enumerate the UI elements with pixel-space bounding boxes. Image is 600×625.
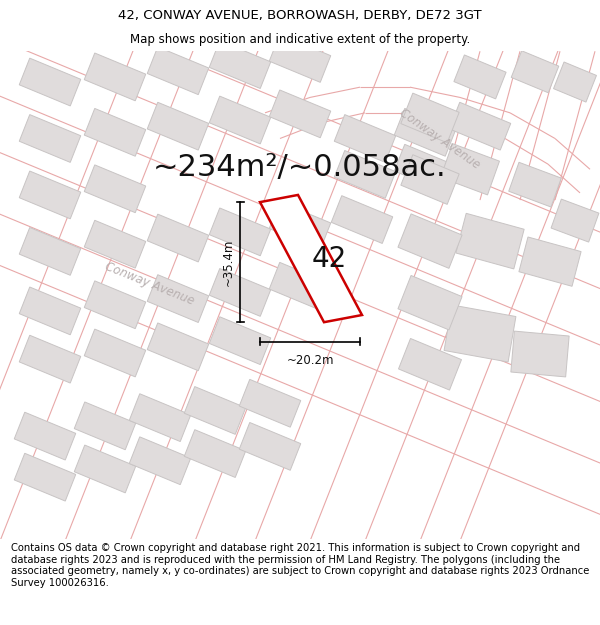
Text: Conway Avenue: Conway Avenue bbox=[103, 261, 197, 308]
Polygon shape bbox=[394, 144, 456, 192]
Polygon shape bbox=[19, 58, 81, 106]
Polygon shape bbox=[334, 114, 396, 162]
Polygon shape bbox=[260, 195, 362, 322]
Polygon shape bbox=[209, 208, 271, 256]
Polygon shape bbox=[209, 269, 271, 316]
Polygon shape bbox=[147, 47, 209, 94]
Polygon shape bbox=[147, 102, 209, 150]
Polygon shape bbox=[269, 90, 331, 138]
Polygon shape bbox=[184, 387, 246, 434]
Polygon shape bbox=[334, 151, 396, 198]
Polygon shape bbox=[401, 93, 459, 142]
Polygon shape bbox=[449, 102, 511, 150]
Polygon shape bbox=[519, 237, 581, 286]
Text: Map shows position and indicative extent of the property.: Map shows position and indicative extent… bbox=[130, 34, 470, 46]
Polygon shape bbox=[269, 262, 331, 310]
Text: ~35.4m: ~35.4m bbox=[222, 239, 235, 286]
Polygon shape bbox=[19, 114, 81, 162]
Polygon shape bbox=[147, 214, 209, 262]
Polygon shape bbox=[74, 445, 136, 493]
Text: ~234m²/~0.058ac.: ~234m²/~0.058ac. bbox=[153, 152, 447, 182]
Polygon shape bbox=[440, 144, 499, 195]
Polygon shape bbox=[19, 335, 81, 383]
Polygon shape bbox=[269, 202, 331, 249]
Polygon shape bbox=[209, 41, 271, 89]
Polygon shape bbox=[74, 402, 136, 450]
Polygon shape bbox=[84, 53, 146, 101]
Polygon shape bbox=[444, 305, 516, 362]
Polygon shape bbox=[19, 228, 81, 275]
Polygon shape bbox=[84, 281, 146, 329]
Polygon shape bbox=[84, 165, 146, 212]
Polygon shape bbox=[14, 453, 76, 501]
Polygon shape bbox=[554, 62, 596, 102]
Polygon shape bbox=[454, 55, 506, 99]
Polygon shape bbox=[19, 287, 81, 335]
Polygon shape bbox=[129, 437, 191, 484]
Polygon shape bbox=[511, 331, 569, 377]
Polygon shape bbox=[209, 96, 271, 144]
Polygon shape bbox=[147, 275, 209, 322]
Polygon shape bbox=[398, 214, 462, 268]
Polygon shape bbox=[84, 108, 146, 156]
Polygon shape bbox=[14, 412, 76, 460]
Polygon shape bbox=[84, 329, 146, 377]
Text: 42: 42 bbox=[311, 244, 347, 272]
Polygon shape bbox=[398, 339, 461, 390]
Polygon shape bbox=[209, 317, 271, 364]
Text: Contains OS data © Crown copyright and database right 2021. This information is : Contains OS data © Crown copyright and d… bbox=[11, 543, 589, 588]
Polygon shape bbox=[551, 199, 599, 242]
Polygon shape bbox=[331, 196, 393, 244]
Text: Conway Avenue: Conway Avenue bbox=[397, 106, 482, 171]
Text: 42, CONWAY AVENUE, BORROWASH, DERBY, DE72 3GT: 42, CONWAY AVENUE, BORROWASH, DERBY, DE7… bbox=[118, 9, 482, 22]
Polygon shape bbox=[401, 155, 459, 204]
Polygon shape bbox=[239, 422, 301, 470]
Polygon shape bbox=[19, 171, 81, 219]
Polygon shape bbox=[394, 108, 456, 156]
Polygon shape bbox=[147, 323, 209, 371]
Text: ~20.2m: ~20.2m bbox=[286, 354, 334, 367]
Polygon shape bbox=[398, 276, 462, 330]
Polygon shape bbox=[509, 162, 561, 207]
Polygon shape bbox=[84, 220, 146, 268]
Polygon shape bbox=[456, 213, 524, 269]
Polygon shape bbox=[511, 51, 559, 92]
Polygon shape bbox=[269, 34, 331, 82]
Polygon shape bbox=[184, 429, 246, 478]
Polygon shape bbox=[129, 394, 191, 441]
Polygon shape bbox=[239, 379, 301, 427]
